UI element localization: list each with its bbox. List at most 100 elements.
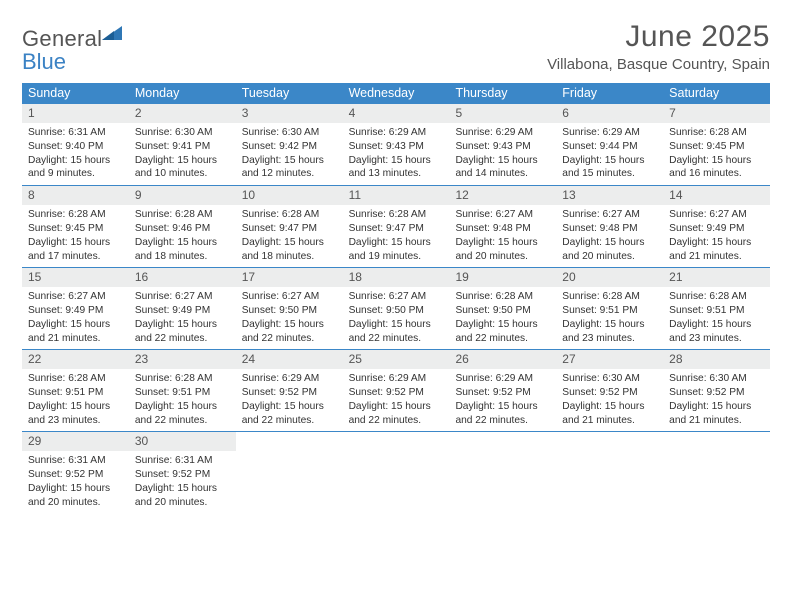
day-details: Sunrise: 6:31 AMSunset: 9:40 PMDaylight:… xyxy=(22,126,129,181)
sunset-text: Sunset: 9:49 PM xyxy=(135,304,232,318)
sunrise-text: Sunrise: 6:27 AM xyxy=(28,290,125,304)
day-number: 6 xyxy=(556,104,663,123)
daylight-text: Daylight: 15 hours and 9 minutes. xyxy=(28,154,125,182)
weekday-header: Saturday xyxy=(663,83,770,104)
day-details: Sunrise: 6:28 AMSunset: 9:47 PMDaylight:… xyxy=(236,208,343,263)
day-number: 29 xyxy=(22,432,129,451)
sunset-text: Sunset: 9:47 PM xyxy=(242,222,339,236)
sunrise-text: Sunrise: 6:27 AM xyxy=(455,208,552,222)
day-details: Sunrise: 6:30 AMSunset: 9:41 PMDaylight:… xyxy=(129,126,236,181)
day-cell: 26Sunrise: 6:29 AMSunset: 9:52 PMDayligh… xyxy=(449,350,556,431)
sunrise-text: Sunrise: 6:31 AM xyxy=(28,454,125,468)
sunrise-text: Sunrise: 6:28 AM xyxy=(28,208,125,222)
day-cell: 17Sunrise: 6:27 AMSunset: 9:50 PMDayligh… xyxy=(236,268,343,349)
day-details: Sunrise: 6:28 AMSunset: 9:45 PMDaylight:… xyxy=(22,208,129,263)
sunrise-text: Sunrise: 6:29 AM xyxy=(562,126,659,140)
sunrise-text: Sunrise: 6:29 AM xyxy=(349,372,446,386)
day-details: Sunrise: 6:29 AMSunset: 9:43 PMDaylight:… xyxy=(449,126,556,181)
daylight-text: Daylight: 15 hours and 22 minutes. xyxy=(349,318,446,346)
sunset-text: Sunset: 9:48 PM xyxy=(562,222,659,236)
day-cell: 18Sunrise: 6:27 AMSunset: 9:50 PMDayligh… xyxy=(343,268,450,349)
daylight-text: Daylight: 15 hours and 20 minutes. xyxy=(562,236,659,264)
day-number: 13 xyxy=(556,186,663,205)
daylight-text: Daylight: 15 hours and 22 minutes. xyxy=(242,318,339,346)
day-cell: 14Sunrise: 6:27 AMSunset: 9:49 PMDayligh… xyxy=(663,186,770,267)
sunset-text: Sunset: 9:52 PM xyxy=(349,386,446,400)
daylight-text: Daylight: 15 hours and 21 minutes. xyxy=(669,400,766,428)
sunset-text: Sunset: 9:42 PM xyxy=(242,140,339,154)
daylight-text: Daylight: 15 hours and 18 minutes. xyxy=(135,236,232,264)
day-number: 11 xyxy=(343,186,450,205)
daylight-text: Daylight: 15 hours and 15 minutes. xyxy=(562,154,659,182)
sunset-text: Sunset: 9:52 PM xyxy=(242,386,339,400)
day-details: Sunrise: 6:28 AMSunset: 9:51 PMDaylight:… xyxy=(129,372,236,427)
day-cell: 8Sunrise: 6:28 AMSunset: 9:45 PMDaylight… xyxy=(22,186,129,267)
day-number: 16 xyxy=(129,268,236,287)
day-details: Sunrise: 6:30 AMSunset: 9:52 PMDaylight:… xyxy=(663,372,770,427)
weeks-container: 1Sunrise: 6:31 AMSunset: 9:40 PMDaylight… xyxy=(22,104,770,513)
sunset-text: Sunset: 9:51 PM xyxy=(669,304,766,318)
sunset-text: Sunset: 9:51 PM xyxy=(135,386,232,400)
weekday-header: Wednesday xyxy=(343,83,450,104)
sunset-text: Sunset: 9:49 PM xyxy=(669,222,766,236)
daylight-text: Daylight: 15 hours and 20 minutes. xyxy=(135,482,232,510)
day-cell: 3Sunrise: 6:30 AMSunset: 9:42 PMDaylight… xyxy=(236,104,343,185)
sunset-text: Sunset: 9:44 PM xyxy=(562,140,659,154)
day-number: 21 xyxy=(663,268,770,287)
sunset-text: Sunset: 9:50 PM xyxy=(349,304,446,318)
sunset-text: Sunset: 9:52 PM xyxy=(28,468,125,482)
daylight-text: Daylight: 15 hours and 23 minutes. xyxy=(562,318,659,346)
day-number: 30 xyxy=(129,432,236,451)
week-row: 1Sunrise: 6:31 AMSunset: 9:40 PMDaylight… xyxy=(22,104,770,186)
sunrise-text: Sunrise: 6:28 AM xyxy=(135,208,232,222)
sunset-text: Sunset: 9:52 PM xyxy=(455,386,552,400)
week-row: 29Sunrise: 6:31 AMSunset: 9:52 PMDayligh… xyxy=(22,432,770,513)
sunrise-text: Sunrise: 6:31 AM xyxy=(135,454,232,468)
sunrise-text: Sunrise: 6:27 AM xyxy=(349,290,446,304)
day-number: 20 xyxy=(556,268,663,287)
daylight-text: Daylight: 15 hours and 22 minutes. xyxy=(349,400,446,428)
day-details: Sunrise: 6:27 AMSunset: 9:49 PMDaylight:… xyxy=(129,290,236,345)
day-cell: 1Sunrise: 6:31 AMSunset: 9:40 PMDaylight… xyxy=(22,104,129,185)
day-details: Sunrise: 6:27 AMSunset: 9:49 PMDaylight:… xyxy=(22,290,129,345)
day-details: Sunrise: 6:27 AMSunset: 9:50 PMDaylight:… xyxy=(236,290,343,345)
daylight-text: Daylight: 15 hours and 14 minutes. xyxy=(455,154,552,182)
calendar: Sunday Monday Tuesday Wednesday Thursday… xyxy=(22,83,770,513)
sunrise-text: Sunrise: 6:30 AM xyxy=(562,372,659,386)
daylight-text: Daylight: 15 hours and 22 minutes. xyxy=(455,318,552,346)
day-cell-empty xyxy=(343,432,450,513)
day-cell: 15Sunrise: 6:27 AMSunset: 9:49 PMDayligh… xyxy=(22,268,129,349)
daylight-text: Daylight: 15 hours and 21 minutes. xyxy=(562,400,659,428)
day-details: Sunrise: 6:31 AMSunset: 9:52 PMDaylight:… xyxy=(129,454,236,509)
logo: General Blue xyxy=(22,26,124,73)
sunset-text: Sunset: 9:47 PM xyxy=(349,222,446,236)
day-number: 4 xyxy=(343,104,450,123)
logo-line2: Blue xyxy=(22,49,66,74)
day-cell: 28Sunrise: 6:30 AMSunset: 9:52 PMDayligh… xyxy=(663,350,770,431)
daylight-text: Daylight: 15 hours and 10 minutes. xyxy=(135,154,232,182)
day-number: 27 xyxy=(556,350,663,369)
daylight-text: Daylight: 15 hours and 19 minutes. xyxy=(349,236,446,264)
day-cell: 4 Sunrise: 6:29 AMSunset: 9:43 PMDaylight… xyxy=(343,104,450,185)
sunrise-text: Sunrise: 6:29 AM xyxy=(455,126,552,140)
day-number: 22 xyxy=(22,350,129,369)
sunset-text: Sunset: 9:51 PM xyxy=(28,386,125,400)
day-cell: 23Sunrise: 6:28 AMSunset: 9:51 PMDayligh… xyxy=(129,350,236,431)
day-cell: 19Sunrise: 6:28 AMSunset: 9:50 PMDayligh… xyxy=(449,268,556,349)
day-cell: 30 Sunrise: 6:31 AMSunset: 9:52 PMDayligh… xyxy=(129,432,236,513)
day-details: Sunrise: 6:29 AMSunset: 9:43 PMDaylight:… xyxy=(343,126,450,181)
day-cell: 29Sunrise: 6:31 AMSunset: 9:52 PMDayligh… xyxy=(22,432,129,513)
day-cell: 2Sunrise: 6:30 AMSunset: 9:41 PMDaylight… xyxy=(129,104,236,185)
day-cell: 6 Sunrise: 6:29 AMSunset: 9:44 PMDaylight… xyxy=(556,104,663,185)
day-number: 7 xyxy=(663,104,770,123)
day-details: Sunrise: 6:28 AMSunset: 9:47 PMDaylight:… xyxy=(343,208,450,263)
day-details: Sunrise: 6:28 AMSunset: 9:46 PMDaylight:… xyxy=(129,208,236,263)
daylight-text: Daylight: 15 hours and 22 minutes. xyxy=(455,400,552,428)
sunrise-text: Sunrise: 6:28 AM xyxy=(669,126,766,140)
sunrise-text: Sunrise: 6:27 AM xyxy=(242,290,339,304)
daylight-text: Daylight: 15 hours and 21 minutes. xyxy=(669,236,766,264)
sunrise-text: Sunrise: 6:29 AM xyxy=(349,126,446,140)
day-number: 25 xyxy=(343,350,450,369)
sunrise-text: Sunrise: 6:29 AM xyxy=(455,372,552,386)
day-details: Sunrise: 6:29 AMSunset: 9:52 PMDaylight:… xyxy=(343,372,450,427)
